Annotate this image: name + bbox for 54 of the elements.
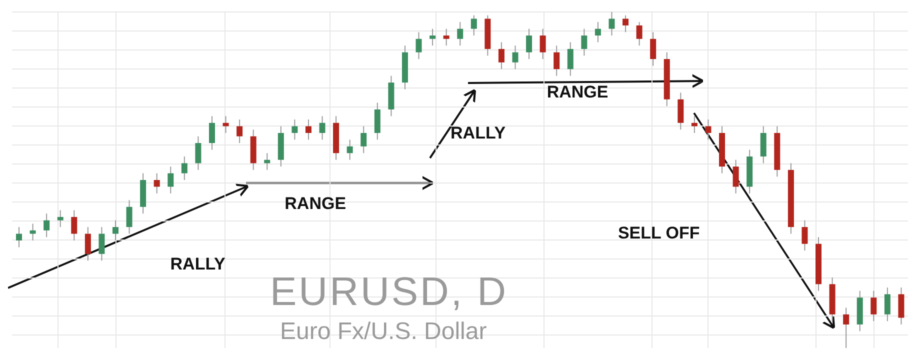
candlestick [319, 116, 326, 140]
candlestick [636, 22, 642, 46]
annotation: RANGE [546, 82, 608, 102]
candlestick [236, 119, 243, 144]
annotation: SELL OFF [618, 223, 700, 242]
candlestick [16, 226, 22, 248]
candlestick [374, 102, 380, 140]
candlestick [208, 116, 215, 150]
candlestick [305, 119, 312, 140]
candlestick [498, 42, 504, 70]
candlestick [581, 28, 588, 56]
candlestick [154, 172, 160, 194]
text: Euro Fx/U.S. Dollar [280, 318, 487, 346]
candlestick [44, 213, 50, 238]
candlestick [346, 139, 353, 160]
candlestick [126, 200, 132, 234]
candlestick [512, 45, 518, 70]
candlestick [416, 32, 422, 60]
annotation: RALLY [170, 254, 226, 274]
annotation: RANGE [284, 194, 346, 214]
candlestick [98, 226, 105, 262]
candlestick [608, 12, 615, 36]
candlestick [30, 223, 36, 241]
text: EURUSD, D [270, 270, 508, 314]
candlestick [802, 220, 808, 252]
annotation: RALLY [450, 124, 506, 143]
candlestick [567, 42, 574, 76]
candlestick [622, 14, 629, 33]
candlestick [71, 210, 78, 241]
candlestick [870, 290, 877, 322]
candlestick [540, 28, 546, 60]
candlestick [760, 126, 766, 164]
candlestick [898, 287, 904, 325]
candlestick [195, 136, 202, 170]
candlestick [168, 166, 174, 194]
candlestick [84, 226, 91, 262]
candlestick [705, 119, 712, 140]
candlestick [181, 156, 188, 180]
candlestick [526, 28, 532, 60]
candlestick [443, 28, 450, 46]
candlestick [594, 22, 601, 43]
candlestick [360, 126, 367, 154]
candlestick [430, 28, 436, 46]
candlestick [650, 32, 656, 66]
candlestick [292, 119, 298, 140]
candlestick [843, 307, 850, 348]
candlestick [57, 210, 64, 228]
candlestick [112, 220, 118, 241]
candlestick [732, 159, 739, 194]
candlestick [554, 45, 560, 76]
candlestick [884, 287, 890, 322]
candlestick [470, 14, 477, 36]
candlestick [457, 22, 464, 46]
candlestick [678, 92, 684, 130]
